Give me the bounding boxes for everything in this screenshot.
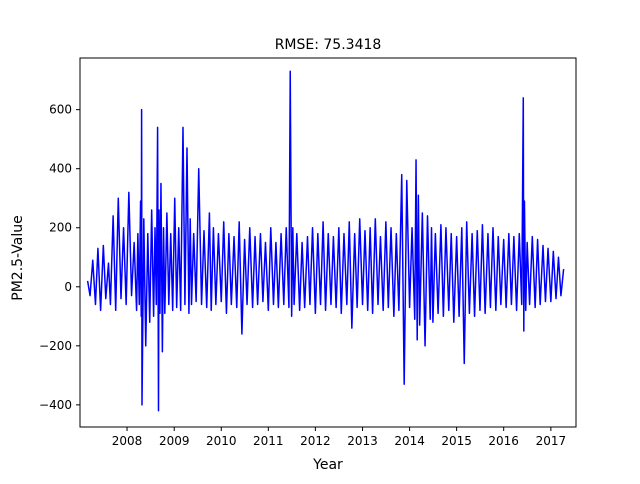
x-tick-label: 2013 bbox=[347, 434, 378, 448]
plot-frame bbox=[79, 57, 577, 428]
y-axis-label: PM2.5-Value bbox=[10, 215, 26, 300]
plot-area: 2008 2009 2010 2011 2012 2013 2014 2015 2016 2017… bbox=[39, 57, 577, 448]
series-line-0 bbox=[86, 70, 565, 412]
x-tick-label: 2015 bbox=[441, 434, 472, 448]
y-tick-label: 600 bbox=[49, 103, 72, 117]
y-tick-label: −400 bbox=[39, 398, 72, 412]
x-tick-label: 2016 bbox=[488, 434, 519, 448]
y-tick-label: 400 bbox=[49, 162, 72, 176]
x-tick-label: 2017 bbox=[536, 434, 567, 448]
y-tick-label: 200 bbox=[49, 221, 72, 235]
x-tick-label: 2011 bbox=[253, 434, 284, 448]
x-tick-label: 2010 bbox=[206, 434, 237, 448]
x-tick-label: 2009 bbox=[159, 434, 190, 448]
chart-title: RMSE: 75.3418 bbox=[275, 37, 382, 53]
x-tick-label: 2014 bbox=[394, 434, 425, 448]
y-tick-label: −200 bbox=[39, 339, 72, 353]
x-tick-label: 2012 bbox=[300, 434, 331, 448]
x-tick-label: 2008 bbox=[112, 434, 143, 448]
y-tick-label: 0 bbox=[64, 280, 72, 294]
x-axis-label: Year bbox=[312, 457, 343, 473]
